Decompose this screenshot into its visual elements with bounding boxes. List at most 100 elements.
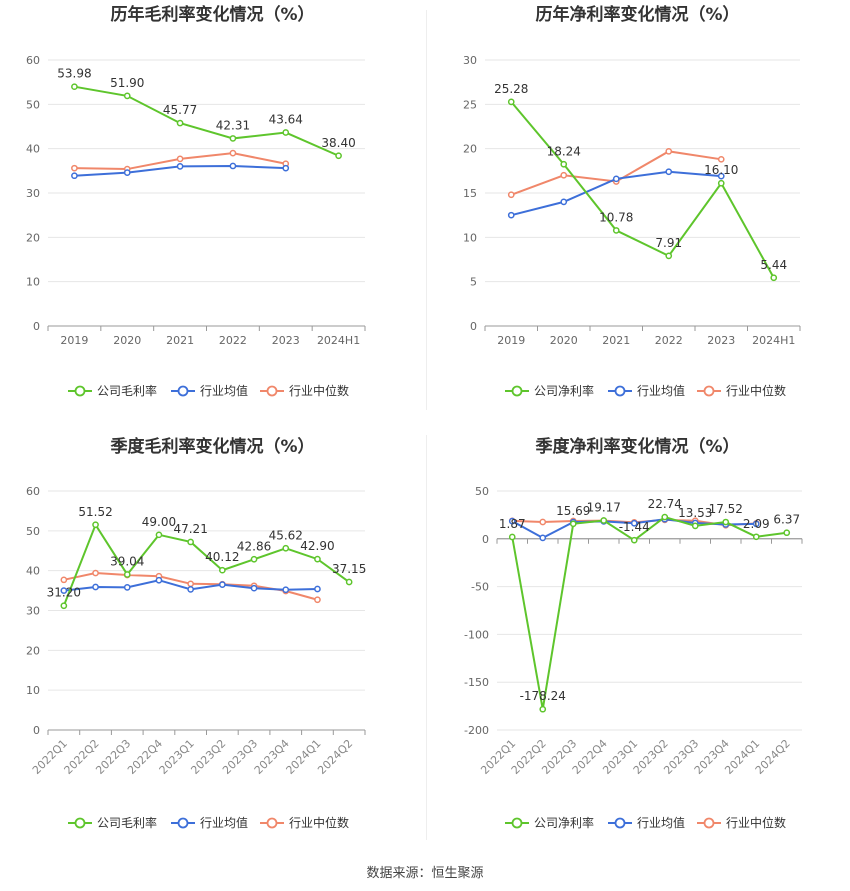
mean-series-point[interactable] bbox=[60, 587, 68, 594]
company-series-point[interactable] bbox=[661, 513, 669, 521]
company-series-point[interactable] bbox=[314, 555, 321, 563]
median-series-point[interactable] bbox=[71, 164, 78, 172]
mean-series-point[interactable] bbox=[314, 585, 321, 593]
company-series-point[interactable] bbox=[187, 538, 194, 546]
mean-series-point[interactable] bbox=[123, 169, 131, 176]
mean-series-point[interactable] bbox=[665, 168, 673, 176]
company-series-point[interactable] bbox=[250, 555, 258, 563]
mean-series-point[interactable] bbox=[123, 584, 131, 591]
company-series-point[interactable] bbox=[630, 536, 638, 544]
mean-series-point[interactable] bbox=[92, 583, 99, 591]
mean-series-point[interactable] bbox=[176, 163, 184, 170]
company-series-point[interactable] bbox=[345, 578, 353, 586]
company-series-point[interactable] bbox=[569, 520, 577, 528]
median-series-point[interactable] bbox=[92, 569, 99, 577]
data-label: 13.53 bbox=[678, 506, 712, 520]
median-series-point[interactable] bbox=[187, 580, 194, 588]
median-series-point[interactable] bbox=[539, 518, 547, 526]
chart-title: 历年净利率变化情况（%） bbox=[535, 4, 739, 25]
company-series-point[interactable] bbox=[123, 571, 131, 578]
panel-divider-bottom bbox=[426, 435, 427, 840]
company-series-point[interactable] bbox=[123, 92, 131, 100]
mean-series-point[interactable] bbox=[71, 172, 78, 180]
y-tick-label: 5 bbox=[470, 276, 477, 289]
company-series-line bbox=[511, 515, 787, 710]
company-series-point[interactable] bbox=[507, 98, 515, 106]
y-tick-label: 0 bbox=[470, 320, 477, 333]
data-label: 42.86 bbox=[237, 539, 271, 553]
data-label: 16.10 bbox=[704, 163, 738, 177]
mean-series-point[interactable] bbox=[219, 581, 226, 588]
mean-series-point[interactable] bbox=[539, 534, 547, 542]
company-series-point[interactable] bbox=[335, 152, 342, 160]
data-label: 5.44 bbox=[760, 258, 787, 272]
mean-series-point[interactable] bbox=[187, 586, 194, 593]
company-series-point[interactable] bbox=[229, 135, 237, 142]
legend-item-median-series[interactable]: 行业中位数 bbox=[726, 383, 786, 398]
company-series-point[interactable] bbox=[71, 83, 78, 91]
mean-series-point[interactable] bbox=[612, 175, 620, 183]
data-label: 43.64 bbox=[269, 113, 303, 127]
median-series-point[interactable] bbox=[176, 155, 184, 163]
company-series-point[interactable] bbox=[508, 533, 516, 541]
mean-series-point[interactable] bbox=[560, 198, 568, 206]
mean-series-point[interactable] bbox=[282, 586, 290, 594]
company-series-point[interactable] bbox=[155, 531, 163, 539]
company-series-point[interactable] bbox=[600, 517, 608, 524]
mean-series-point[interactable] bbox=[508, 517, 516, 525]
chart-svg: 季度净利率变化情况（%）-200-150-100-500502022Q12022… bbox=[464, 436, 803, 830]
y-tick-label: 20 bbox=[26, 644, 40, 657]
company-series-point[interactable] bbox=[612, 227, 620, 234]
company-series-point[interactable] bbox=[560, 160, 568, 168]
legend-item-mean-series[interactable]: 行业均值 bbox=[637, 815, 685, 830]
company-series-point[interactable] bbox=[539, 705, 547, 713]
company-series-point[interactable] bbox=[752, 533, 760, 541]
company-series-point[interactable] bbox=[92, 521, 99, 529]
legend-item-company-series[interactable]: 公司净利率 bbox=[534, 815, 594, 830]
mean-series-point[interactable] bbox=[630, 519, 638, 527]
company-series-point[interactable] bbox=[60, 602, 68, 610]
company-series-point[interactable] bbox=[665, 252, 673, 260]
x-tick-label: 2022 bbox=[219, 334, 247, 347]
median-series-point[interactable] bbox=[229, 149, 237, 157]
company-series-point[interactable] bbox=[691, 522, 699, 530]
company-series-point[interactable] bbox=[219, 566, 226, 574]
mean-series-point[interactable] bbox=[752, 520, 760, 528]
median-series-point[interactable] bbox=[507, 191, 515, 199]
data-label: 37.15 bbox=[332, 562, 366, 576]
mean-series-point[interactable] bbox=[282, 164, 290, 172]
company-series-point[interactable] bbox=[783, 529, 791, 537]
quarterly-net-margin-chart: 季度净利率变化情况（%） -200 -150 -100 -50 0 50 2022Q1 2022… bbox=[425, 432, 850, 852]
company-series-point[interactable] bbox=[770, 274, 778, 282]
legend-item-mean-series[interactable]: 行业均值 bbox=[200, 815, 248, 830]
company-series-point[interactable] bbox=[282, 129, 290, 136]
mean-series-point[interactable] bbox=[229, 162, 237, 170]
legend-item-company-series[interactable]: 公司毛利率 bbox=[97, 383, 157, 398]
legend-item-mean-series[interactable]: 行业均值 bbox=[200, 383, 248, 398]
mean-series-point[interactable] bbox=[155, 576, 163, 584]
mean-series-point[interactable] bbox=[717, 172, 725, 180]
legend-item-median-series[interactable]: 行业中位数 bbox=[289, 815, 349, 830]
legend-marker bbox=[703, 817, 715, 829]
legend-item-median-series[interactable]: 行业中位数 bbox=[726, 815, 786, 830]
median-series-point[interactable] bbox=[60, 576, 68, 584]
legend-item-company-series[interactable]: 公司净利率 bbox=[534, 383, 594, 398]
legend-marker bbox=[74, 385, 86, 397]
company-series-point[interactable] bbox=[282, 544, 290, 552]
legend-item-company-series[interactable]: 公司毛利率 bbox=[97, 815, 157, 830]
mean-series-point[interactable] bbox=[507, 211, 515, 219]
mean-series-point[interactable] bbox=[250, 584, 258, 592]
median-series-point[interactable] bbox=[717, 155, 725, 163]
legend-item-median-series[interactable]: 行业中位数 bbox=[289, 383, 349, 398]
company-series-point[interactable] bbox=[176, 119, 184, 127]
median-series-point[interactable] bbox=[314, 596, 321, 604]
data-label: 22.74 bbox=[648, 497, 682, 511]
company-series-line bbox=[510, 101, 775, 279]
y-tick-label: 30 bbox=[26, 605, 40, 618]
data-label: 18.24 bbox=[547, 144, 581, 158]
company-series-point[interactable] bbox=[722, 518, 730, 526]
median-series-point[interactable] bbox=[560, 171, 568, 179]
median-series-point[interactable] bbox=[665, 147, 673, 155]
legend-item-mean-series[interactable]: 行业均值 bbox=[637, 383, 685, 398]
company-series-point[interactable] bbox=[717, 179, 725, 187]
